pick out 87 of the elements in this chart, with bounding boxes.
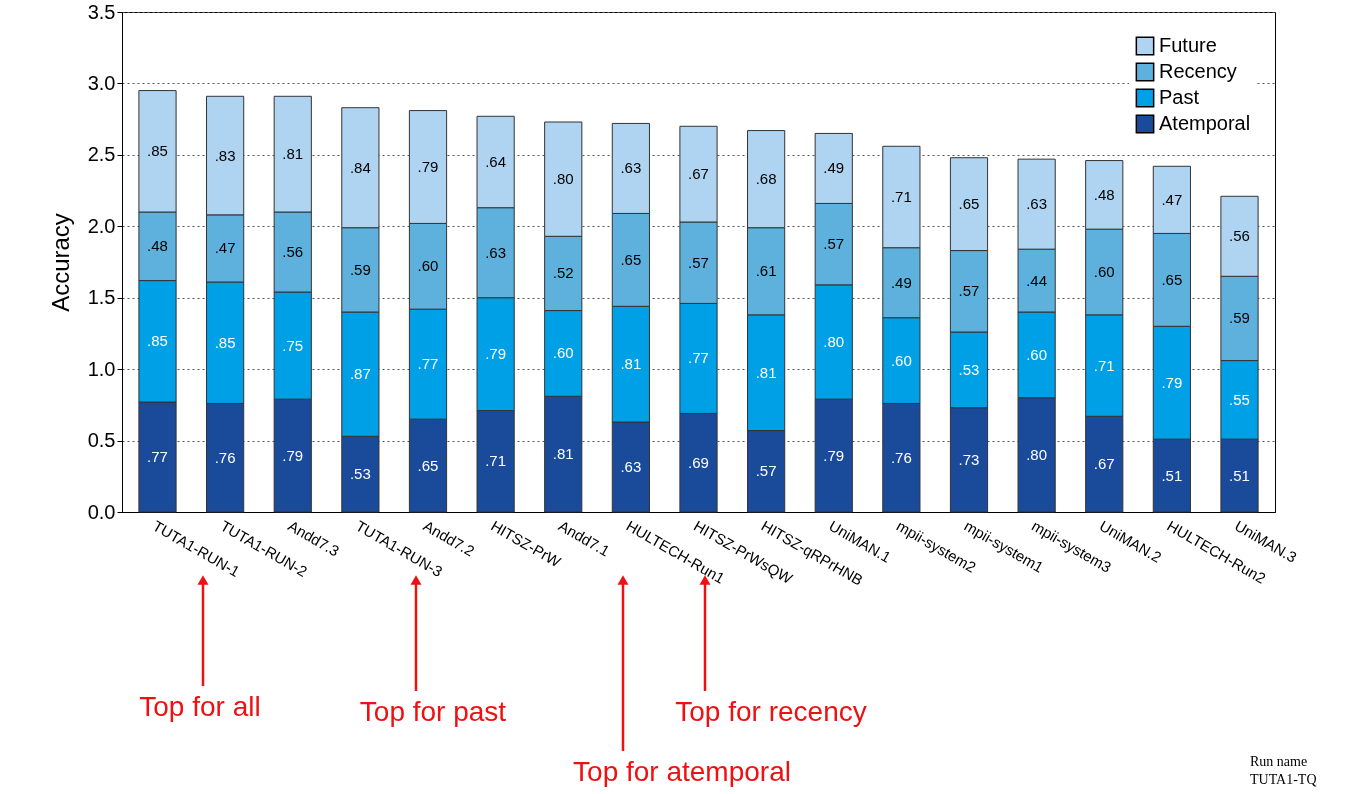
data-label: .49: [890, 273, 912, 291]
data-label: .57: [958, 282, 980, 300]
data-label: .63: [620, 458, 642, 475]
data-label: .77: [147, 448, 168, 465]
data-label: .77: [688, 349, 709, 367]
data-label: .71: [1093, 356, 1115, 374]
data-label: .80: [552, 170, 574, 188]
data-label: .80: [1026, 445, 1048, 463]
data-label: .51: [1161, 466, 1183, 484]
data-label: .53: [349, 465, 371, 483]
data-label: .60: [417, 257, 439, 275]
legend-label: Atemporal: [1159, 112, 1251, 134]
data-label: .55: [1229, 390, 1250, 408]
data-label: .67: [688, 165, 709, 183]
data-label: .75: [282, 336, 304, 354]
y-tick-label: 2.0: [87, 214, 116, 237]
data-label: .79: [417, 158, 439, 175]
y-axis-title: Accuracy: [46, 213, 74, 312]
y-tick-label: 3.5: [87, 0, 116, 23]
data-label: .81: [282, 145, 304, 163]
data-label: .63: [620, 159, 642, 177]
data-label: .56: [282, 243, 304, 260]
text: Top for atemporal: [573, 756, 791, 787]
text: TUTA1-TQ: [1250, 772, 1317, 787]
y-tick-label: 0.5: [87, 429, 116, 452]
data-label: .87: [349, 365, 371, 383]
data-label: .47: [214, 239, 236, 257]
data-label: .85: [147, 332, 168, 350]
data-label: .73: [958, 450, 980, 468]
data-label: .48: [147, 237, 168, 255]
data-label: .76: [214, 448, 236, 466]
data-label: .79: [1161, 373, 1183, 391]
data-label: .48: [1093, 185, 1115, 203]
data-label: .69: [688, 453, 709, 471]
data-label: .81: [755, 363, 777, 381]
y-tick-label: 0.0: [87, 500, 116, 523]
data-label: .60: [1093, 263, 1115, 280]
legend-label: Future: [1159, 34, 1217, 56]
text: Top for all: [139, 691, 261, 722]
data-label: .52: [552, 264, 574, 282]
data-label: .65: [1161, 270, 1183, 288]
legend-label: Recency: [1159, 60, 1237, 82]
data-label: .63: [485, 243, 507, 261]
data-label: .59: [349, 260, 371, 278]
data-label: .57: [688, 253, 709, 271]
data-label: .80: [823, 333, 845, 350]
data-label: .79: [485, 345, 507, 363]
data-label: .85: [214, 333, 236, 351]
data-label: .81: [620, 355, 642, 373]
text: Top for past: [359, 696, 507, 727]
y-tick-label: 1.0: [87, 357, 116, 380]
data-label: .85: [147, 142, 168, 160]
y-tick-label: 2.5: [87, 143, 116, 166]
data-label: .60: [1026, 345, 1048, 363]
data-label: .71: [890, 188, 912, 205]
data-label: .60: [890, 351, 912, 369]
data-label: .79: [823, 446, 845, 464]
data-label: .51: [1229, 466, 1250, 484]
text: Top for recency: [675, 696, 867, 727]
data-label: .61: [755, 262, 777, 280]
data-label: .44: [1026, 271, 1048, 289]
data-label: .60: [552, 344, 574, 362]
data-label: .83: [214, 146, 236, 164]
y-tick-label: 1.5: [87, 286, 116, 309]
legend-label: Past: [1159, 86, 1200, 108]
data-label: .65: [417, 456, 439, 474]
text: Run name: [1250, 754, 1308, 769]
data-label: .49: [823, 159, 845, 177]
data-label: .71: [485, 452, 507, 470]
data-label: .79: [282, 446, 304, 464]
data-label: .57: [823, 235, 845, 253]
data-label: .47: [1161, 190, 1183, 208]
data-label: .84: [349, 158, 371, 176]
data-label: .65: [958, 195, 980, 213]
data-label: .56: [1229, 227, 1250, 245]
data-label: .77: [417, 355, 439, 373]
data-label: .81: [552, 445, 574, 463]
data-label: .57: [755, 462, 777, 480]
data-label: .65: [620, 250, 642, 268]
data-label: .53: [958, 360, 980, 378]
data-label: .64: [485, 153, 507, 170]
data-label: .59: [1229, 309, 1250, 327]
data-label: .68: [755, 170, 777, 188]
data-label: .63: [1026, 195, 1048, 213]
data-label: .76: [890, 448, 912, 466]
y-tick-label: 3.0: [87, 71, 116, 94]
data-label: .67: [1093, 455, 1115, 473]
